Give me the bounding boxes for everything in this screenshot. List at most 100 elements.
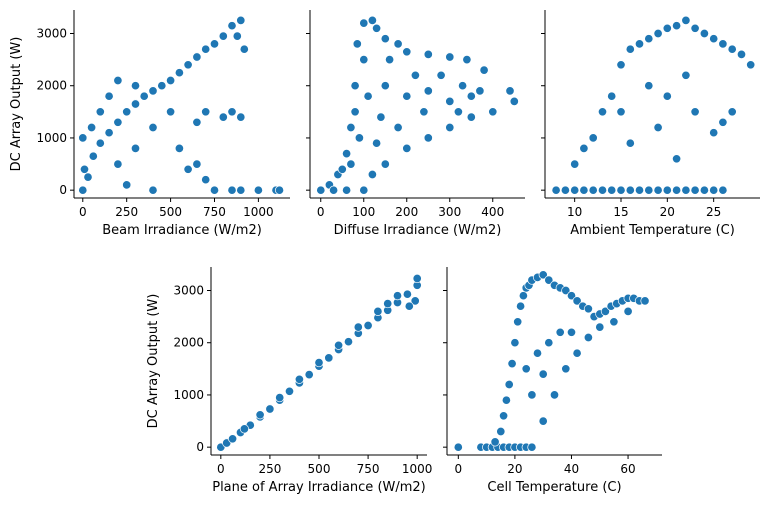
y-tick-label: 2000 (173, 336, 204, 350)
data-point (579, 185, 589, 195)
data-point (228, 434, 238, 444)
data-point (672, 185, 682, 195)
data-point (499, 411, 509, 421)
data-point (672, 21, 682, 31)
data-point (551, 185, 561, 195)
data-point (201, 175, 211, 185)
data-point (625, 44, 635, 54)
x-axis-label: Diffuse Irradiance (W/m2) (334, 223, 502, 238)
data-point (274, 185, 285, 195)
data-point (209, 185, 220, 195)
x-tick-label: 250 (115, 205, 138, 219)
data-point (275, 393, 285, 403)
x-axis-label: Cell Temperature (C) (487, 480, 621, 495)
scatter-points (453, 270, 650, 452)
data-point (488, 107, 498, 117)
data-point (329, 185, 339, 195)
data-point (342, 149, 352, 159)
data-point (423, 49, 433, 59)
data-point (166, 107, 176, 117)
data-point (588, 185, 598, 195)
x-tick-label: 200 (395, 205, 418, 219)
data-point (475, 86, 485, 96)
data-point (380, 159, 390, 169)
data-point (363, 91, 373, 101)
data-point (544, 275, 554, 285)
data-point (392, 291, 403, 301)
data-point (718, 185, 728, 195)
data-point (583, 304, 593, 314)
x-tick-label: 20 (507, 462, 522, 476)
data-point (681, 15, 691, 25)
y-tick-label: 1000 (173, 388, 204, 402)
data-point (653, 122, 663, 133)
data-point (393, 122, 403, 133)
data-point (236, 112, 246, 122)
data-point (623, 306, 633, 316)
data-point (527, 442, 537, 452)
data-point (625, 138, 635, 148)
data-point (265, 404, 275, 414)
data-point (130, 81, 141, 91)
data-point (402, 143, 412, 153)
data-point (516, 301, 526, 311)
data-point (579, 143, 589, 153)
data-point (532, 348, 543, 358)
data-point (239, 44, 249, 54)
data-point (699, 185, 709, 195)
data-point (538, 369, 548, 379)
data-point (342, 185, 352, 195)
data-point (367, 15, 377, 25)
data-point (218, 31, 228, 41)
data-point (367, 169, 377, 180)
data-point (727, 44, 737, 54)
data-point (410, 70, 420, 80)
x-tick-label: 750 (203, 205, 226, 219)
data-point (148, 122, 158, 133)
data-point (583, 332, 593, 343)
data-point (595, 322, 605, 332)
x-tick-label: 10 (567, 205, 582, 219)
data-point (445, 122, 455, 133)
data-point (462, 55, 472, 65)
data-point (490, 437, 500, 447)
data-point (423, 86, 433, 96)
data-point (385, 55, 395, 65)
x-tick-label: 750 (357, 462, 380, 476)
data-point (113, 159, 123, 169)
data-point (566, 327, 577, 337)
y-tick-label: 1000 (36, 131, 67, 145)
y-tick-label: 3000 (36, 27, 67, 41)
data-point (148, 185, 158, 195)
data-point (423, 133, 433, 143)
data-point (218, 112, 228, 122)
data-point (166, 75, 176, 86)
data-point (148, 86, 158, 96)
data-point (78, 133, 88, 143)
x-tick-label: 300 (438, 205, 461, 219)
data-point (616, 107, 626, 117)
data-point (597, 107, 608, 117)
x-tick-label: 15 (613, 205, 628, 219)
data-point (560, 185, 570, 195)
data-point (538, 416, 548, 426)
subplot-3: 10 15 20 25 Ambient Temperature (C) (541, 10, 760, 238)
data-point (662, 23, 672, 33)
data-point (527, 390, 537, 400)
data-point (644, 34, 654, 44)
x-tick-label: 25 (706, 205, 721, 219)
data-point (709, 185, 719, 195)
data-point (304, 370, 314, 380)
data-point (445, 96, 455, 106)
data-point (699, 28, 709, 39)
data-point (544, 338, 554, 348)
data-point (690, 23, 700, 33)
data-point (359, 18, 369, 28)
data-point (354, 133, 364, 143)
data-point (690, 107, 700, 117)
data-point (393, 39, 403, 49)
data-point (518, 291, 528, 301)
data-point (410, 296, 420, 306)
data-point (201, 107, 211, 117)
data-point (122, 180, 132, 190)
